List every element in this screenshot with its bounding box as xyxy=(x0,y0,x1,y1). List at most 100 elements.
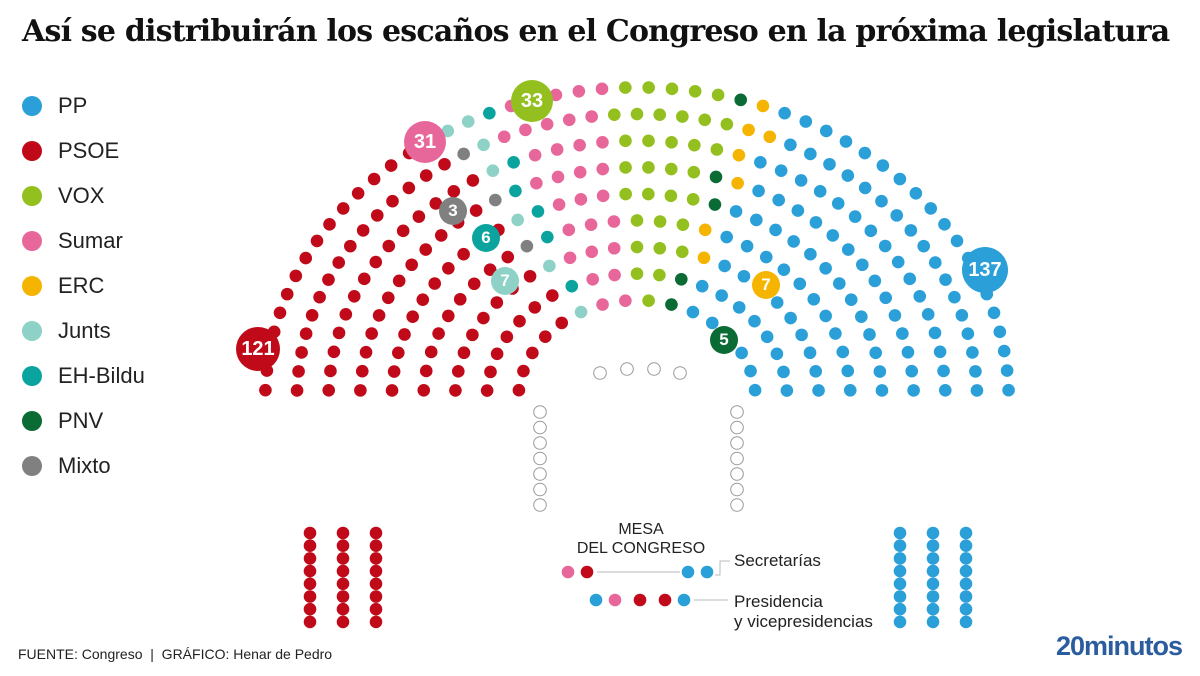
seat-PSOE xyxy=(369,552,383,565)
seat-PP xyxy=(780,384,794,397)
seat-PP xyxy=(793,277,807,291)
legend-item: PSOE xyxy=(22,128,145,173)
seat-Sumar xyxy=(573,138,586,152)
seat-PP xyxy=(754,155,767,169)
empty-seat xyxy=(730,498,744,512)
presidencia-label-line1: Presidencia xyxy=(734,592,823,611)
seat-PSOE xyxy=(385,384,399,397)
seat-PP xyxy=(959,564,973,578)
seat-PP xyxy=(893,172,907,186)
seat-Sumar xyxy=(528,148,542,162)
seat-PSOE xyxy=(417,383,431,397)
seat-PSOE xyxy=(369,255,383,269)
empty-seat xyxy=(673,366,687,380)
seat-PP xyxy=(831,197,845,210)
seat-EH-Bildu xyxy=(531,205,545,218)
seat-VOX xyxy=(687,165,701,179)
seat-PP xyxy=(777,365,790,379)
seat-PSOE xyxy=(336,590,350,603)
legend: PP PSOE VOX Sumar ERC Junts EH-Bildu PNV Mixto xyxy=(22,83,145,488)
empty-seat xyxy=(730,467,744,481)
seat-PP xyxy=(933,345,947,359)
seat-PP xyxy=(905,364,919,378)
seat-PSOE xyxy=(357,272,371,286)
seat-PSOE xyxy=(303,564,317,578)
seat-Sumar xyxy=(584,218,598,231)
seat-PP xyxy=(938,218,951,231)
seat-PP xyxy=(804,247,817,261)
chart-title: Así se distribuirán los escaños en el Co… xyxy=(22,14,1170,49)
seat-Junts xyxy=(477,138,490,152)
seat-count-badge-junts: 7 xyxy=(491,267,519,295)
seat-PP xyxy=(858,181,872,195)
seat-PP xyxy=(938,384,952,397)
seat-PSOE xyxy=(526,346,539,360)
mesa-secretaria-seat xyxy=(681,565,695,579)
seat-Sumar xyxy=(562,223,576,237)
seat-PSOE xyxy=(469,204,483,217)
mesa-presidencia-seat xyxy=(608,593,622,607)
seat-PSOE xyxy=(453,292,467,306)
seat-PSOE xyxy=(451,365,465,378)
seat-PSOE xyxy=(402,181,416,195)
seat-PP xyxy=(832,277,846,290)
seat-VOX xyxy=(619,161,632,174)
seat-PP xyxy=(893,615,907,629)
seat-PSOE xyxy=(392,274,406,288)
seat-PSOE xyxy=(303,552,317,565)
seat-PSOE xyxy=(292,365,305,378)
seat-PSOE xyxy=(480,384,494,397)
seat-PP xyxy=(959,539,973,552)
seat-PP xyxy=(737,269,751,283)
seat-PP xyxy=(896,327,909,340)
seat-PP xyxy=(926,564,940,578)
seat-PSOE xyxy=(382,239,396,253)
seat-PP xyxy=(993,325,1007,339)
seat-PP xyxy=(1002,383,1015,397)
seat-Sumar xyxy=(552,198,566,211)
seat-PSOE xyxy=(416,293,430,306)
seat-PP xyxy=(959,552,973,565)
seat-PP xyxy=(961,327,975,341)
seat-PSOE xyxy=(555,316,569,330)
seat-PP xyxy=(748,383,762,397)
legend-swatch xyxy=(22,455,42,476)
legend-swatch xyxy=(22,140,42,161)
seat-ERC xyxy=(731,176,744,190)
seat-PSOE xyxy=(369,577,383,591)
seat-PSOE xyxy=(280,287,294,301)
seat-PP xyxy=(893,577,907,591)
seat-PP xyxy=(876,159,890,172)
seat-VOX xyxy=(676,110,689,123)
seat-PP xyxy=(873,365,887,378)
seat-PP xyxy=(718,259,731,273)
leader-line xyxy=(715,560,730,576)
seat-PP xyxy=(836,345,850,359)
seat-PSOE xyxy=(355,364,369,378)
seat-PSOE xyxy=(290,384,304,397)
seat-PSOE xyxy=(512,383,526,397)
seat-PSOE xyxy=(434,229,448,242)
seat-Sumar xyxy=(585,245,599,259)
seat-PP xyxy=(888,309,902,322)
seat-PSOE xyxy=(517,364,530,378)
seat-PP xyxy=(819,262,832,275)
seat-PSOE xyxy=(538,330,552,344)
empty-seat xyxy=(533,482,547,497)
seat-PP xyxy=(987,306,1001,320)
seat-PP xyxy=(813,185,827,198)
seat-PP xyxy=(926,526,940,540)
seat-Sumar xyxy=(607,241,621,255)
seat-Mixto xyxy=(488,193,502,207)
legend-item: Sumar xyxy=(22,218,145,263)
seat-VOX xyxy=(698,113,712,127)
seat-PSOE xyxy=(336,564,350,578)
seat-PP xyxy=(686,305,700,319)
legend-label: VOX xyxy=(58,182,105,208)
seat-Sumar xyxy=(550,143,564,156)
seat-PNV xyxy=(665,298,678,311)
seat-PP xyxy=(868,274,882,288)
seat-PP xyxy=(917,239,930,253)
mesa-presidencia-seat xyxy=(658,593,672,607)
seat-PSOE xyxy=(369,602,383,616)
